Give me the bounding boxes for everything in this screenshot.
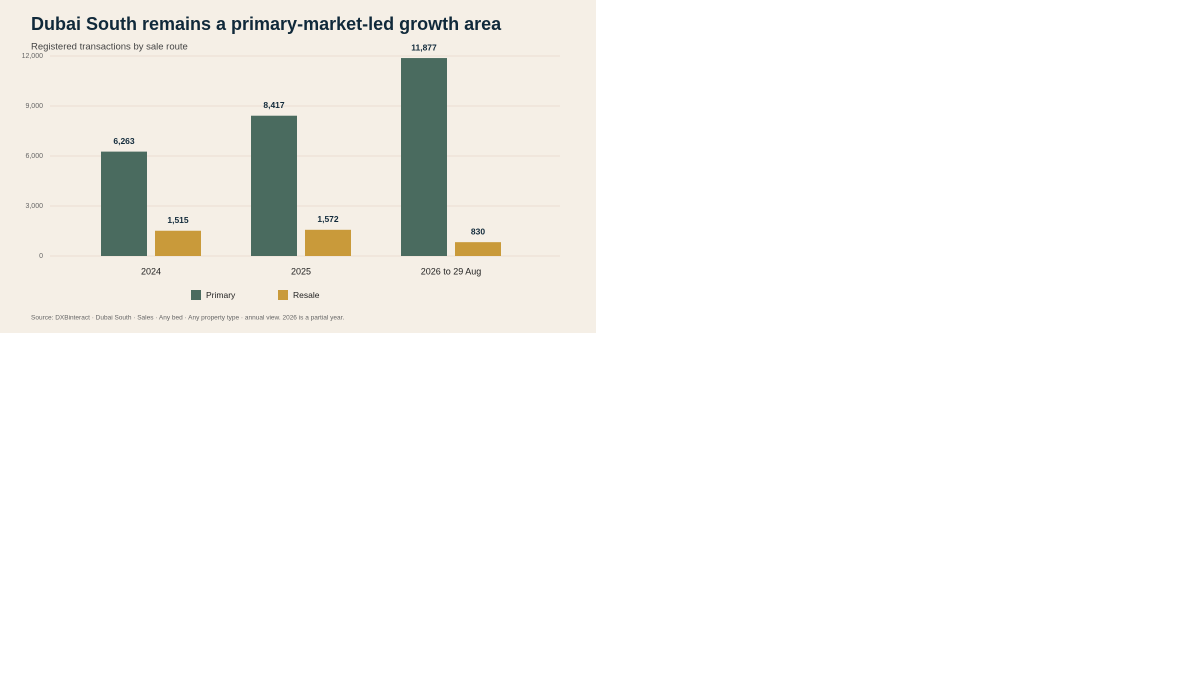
bar	[305, 229, 351, 256]
source-note: Source: DXBinteract · Dubai South · Sale…	[31, 315, 344, 322]
value-label: 1,515	[167, 215, 189, 225]
legend-label: Resale	[293, 290, 320, 300]
x-tick-label: 2025	[291, 266, 311, 276]
y-tick-label: 9,000	[25, 103, 43, 110]
y-tick-label: 0	[39, 253, 43, 260]
value-label: 1,572	[317, 214, 339, 224]
bar	[101, 151, 147, 256]
bar	[401, 58, 447, 256]
x-tick-label: 2026 to 29 Aug	[421, 266, 482, 276]
y-tick-label: 6,000	[25, 153, 43, 160]
y-tick-label: 12,000	[22, 53, 44, 60]
legend-label: Primary	[206, 290, 236, 300]
legend-swatch	[191, 290, 201, 300]
bar	[455, 242, 501, 256]
chart: Dubai South remains a primary-market-led…	[0, 0, 596, 333]
chart-title: Dubai South remains a primary-market-led…	[31, 14, 502, 34]
value-label: 830	[471, 226, 485, 236]
value-label: 8,417	[263, 100, 285, 110]
legend-swatch	[278, 290, 288, 300]
y-tick-label: 3,000	[25, 203, 43, 210]
chart-subtitle: Registered transactions by sale route	[31, 42, 188, 53]
bar	[251, 115, 297, 256]
value-label: 11,877	[411, 42, 437, 52]
value-label: 6,263	[113, 136, 135, 146]
x-tick-label: 2024	[141, 266, 161, 276]
bar	[155, 230, 201, 256]
